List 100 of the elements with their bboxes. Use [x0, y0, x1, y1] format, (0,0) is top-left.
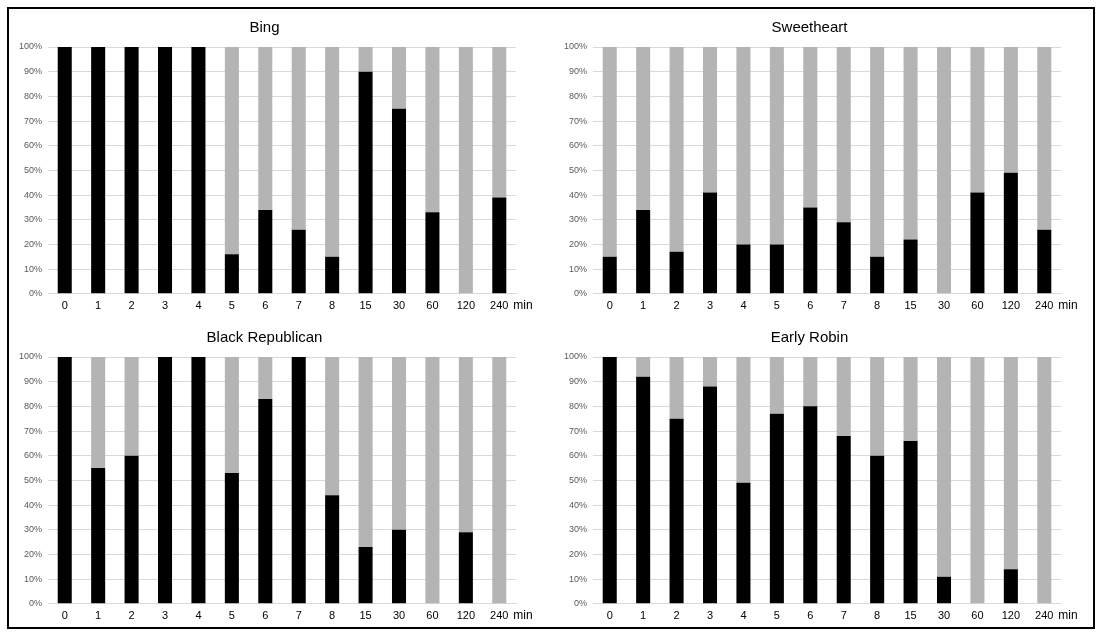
bar — [91, 47, 106, 294]
bar — [325, 256, 340, 294]
bar — [903, 47, 918, 240]
y-tick-label: 60% — [24, 450, 43, 461]
y-tick-label: 100% — [563, 351, 588, 362]
x-tick-label: 240 — [1035, 609, 1054, 622]
bar — [669, 357, 684, 419]
y-tick-label: 60% — [569, 140, 588, 151]
bar — [425, 357, 440, 604]
x-tick-label: 8 — [329, 609, 336, 622]
y-tick-label: 70% — [569, 115, 588, 126]
bar — [391, 108, 407, 294]
x-axis-title: min — [513, 298, 533, 313]
y-tick-label: 10% — [569, 573, 588, 584]
bar — [702, 47, 718, 193]
x-tick-label: 1 — [95, 299, 102, 312]
bar — [1037, 229, 1052, 294]
y-tick-label: 100% — [18, 41, 43, 52]
bar — [602, 357, 617, 604]
bar — [57, 47, 72, 294]
y-tick-label: 100% — [563, 41, 588, 52]
chart-title: Sweetheart — [771, 18, 849, 36]
y-tick-label: 30% — [24, 524, 43, 535]
y-tick-label: 80% — [24, 400, 43, 411]
bar — [425, 47, 440, 213]
bar — [124, 455, 139, 604]
bar — [970, 357, 985, 604]
bar — [1003, 172, 1018, 294]
bar — [702, 357, 718, 387]
bar — [325, 495, 340, 604]
x-tick-label: 3 — [706, 609, 714, 622]
bar — [602, 256, 617, 294]
bar — [636, 357, 651, 377]
bar — [258, 47, 273, 210]
bar — [636, 209, 651, 294]
x-axis-title: min — [513, 608, 533, 623]
bar — [1037, 357, 1052, 604]
y-tick-label: 50% — [24, 474, 43, 485]
y-tick-label: 50% — [569, 474, 588, 485]
bar — [124, 357, 139, 456]
y-tick-label: 40% — [569, 189, 588, 200]
bar — [258, 357, 273, 399]
bar — [124, 47, 139, 294]
bar — [870, 47, 885, 257]
bar — [224, 357, 239, 473]
y-tick-label: 50% — [24, 164, 43, 175]
bar — [936, 357, 952, 577]
x-tick-label: 6 — [262, 609, 269, 622]
y-tick-label: 90% — [24, 66, 43, 77]
bar — [358, 71, 373, 294]
x-tick-label: 6 — [807, 609, 814, 622]
chart-title: Bing — [249, 18, 280, 36]
x-tick-label: 8 — [874, 299, 881, 312]
y-tick-label: 0% — [29, 288, 43, 299]
y-tick-label: 20% — [24, 548, 43, 559]
bar — [291, 229, 306, 294]
x-tick-label: 60 — [971, 609, 984, 622]
bar — [769, 413, 784, 604]
y-tick-label: 0% — [29, 598, 43, 609]
bar — [358, 547, 373, 604]
x-tick-label: 4 — [740, 609, 747, 622]
bar — [936, 47, 952, 294]
x-tick-label: 15 — [904, 609, 917, 622]
x-tick-label: 30 — [937, 299, 951, 312]
bar — [702, 386, 718, 604]
x-tick-label: 7 — [840, 299, 847, 312]
x-tick-label: 6 — [807, 299, 814, 312]
y-tick-label: 10% — [24, 263, 43, 274]
x-tick-label: 120 — [1001, 609, 1021, 622]
bar — [1003, 47, 1018, 173]
bar — [191, 47, 206, 294]
bar — [325, 47, 340, 257]
y-tick-label: 70% — [24, 425, 43, 436]
y-tick-label: 40% — [569, 499, 588, 510]
bar — [224, 254, 239, 294]
x-tick-label: 4 — [195, 299, 202, 312]
x-axis-title: min — [1058, 608, 1078, 623]
bar — [425, 212, 440, 294]
bar — [391, 357, 407, 530]
bar — [602, 47, 617, 257]
x-tick-label: 1 — [640, 299, 647, 312]
bar — [669, 251, 684, 294]
bar — [970, 192, 985, 294]
bar — [636, 376, 651, 604]
x-tick-label: 15 — [359, 299, 372, 312]
bar — [224, 47, 239, 255]
y-tick-label: 30% — [24, 214, 43, 225]
x-tick-label: 15 — [904, 299, 917, 312]
x-tick-label: 0 — [606, 299, 613, 312]
x-tick-label: 30 — [392, 299, 406, 312]
y-tick-label: 70% — [569, 425, 588, 436]
x-tick-label: 60 — [426, 609, 439, 622]
y-tick-label: 20% — [24, 238, 43, 249]
x-tick-label: 5 — [773, 299, 780, 312]
y-tick-label: 30% — [569, 214, 588, 225]
x-tick-label: 5 — [228, 299, 235, 312]
bar — [157, 47, 173, 294]
bar — [836, 47, 851, 223]
y-tick-label: 20% — [569, 238, 588, 249]
x-tick-label: 4 — [195, 609, 202, 622]
